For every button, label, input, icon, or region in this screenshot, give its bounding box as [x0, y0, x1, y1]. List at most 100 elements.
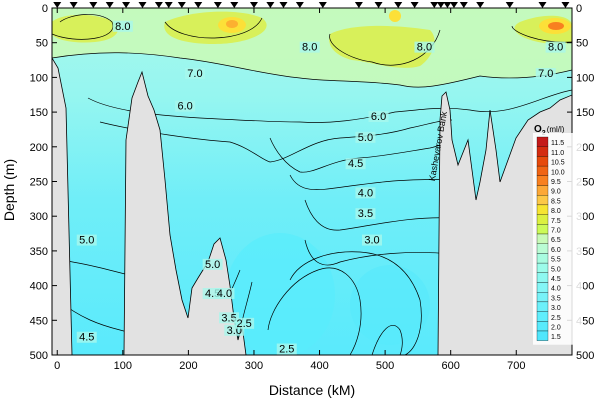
legend-bin: [536, 233, 549, 244]
legend-bin: [536, 243, 549, 254]
contour-label: 4.5: [348, 158, 363, 170]
contour-label-bg: [355, 187, 376, 199]
oxygen-9-core-center: [389, 10, 401, 22]
contour-label-bg: [175, 100, 196, 112]
legend-bin: [536, 136, 549, 147]
x-tick-label: 100: [114, 360, 132, 372]
legend-bin: [536, 301, 549, 312]
contour-label-bg: [202, 288, 223, 300]
station-marker: [436, 2, 445, 8]
station-marker: [476, 2, 485, 8]
contour-label: 5.0: [79, 235, 94, 247]
contour-label-bg: [545, 41, 566, 53]
legend-bin: [536, 204, 549, 215]
station-marker: [69, 2, 78, 8]
legend-bin: [536, 253, 549, 264]
contour-label: 8.0: [417, 42, 432, 54]
legend-bin: [536, 292, 549, 303]
y-tick-label: 500: [30, 350, 48, 362]
contour-label-bg: [184, 68, 205, 80]
legend-level-label: 6.0: [551, 247, 561, 254]
legend-level-label: 6.5: [551, 237, 561, 244]
contour-5-5: [99, 119, 453, 163]
y-tick-label: 50: [36, 38, 48, 50]
contour-4-5: [289, 174, 453, 190]
contour-3-0: [289, 251, 422, 355]
legend-level-label: 11.0: [551, 150, 564, 157]
station-marker: [194, 2, 203, 8]
legend-level-label: 9.5: [551, 179, 561, 186]
station-marker: [279, 2, 288, 8]
contour-label: 6.0: [371, 111, 386, 123]
station-marker: [459, 2, 468, 8]
legend-level-label: 8.5: [551, 198, 561, 205]
contour-label-bg: [214, 288, 235, 300]
contour-label: 8.0: [302, 42, 317, 54]
y-tick-label-right: 100: [576, 72, 594, 84]
contour-label: 3.5: [221, 312, 236, 324]
legend-bin: [536, 175, 549, 186]
y-tick-label: 0: [42, 3, 48, 15]
x-tick-label: 700: [507, 360, 525, 372]
contour-label-bg: [362, 234, 382, 246]
legend-level-label: 1.5: [551, 334, 561, 341]
legend-bin: [536, 214, 549, 225]
legend-level-label: 4.5: [551, 276, 561, 283]
station-marker: [266, 2, 275, 8]
legend-title-unit: (ml/l): [547, 125, 565, 134]
station-marker: [138, 2, 147, 8]
station-marker: [164, 2, 173, 8]
contour-label-bg: [76, 234, 97, 246]
contour-6-0: [87, 89, 572, 123]
y-tick-label: 250: [30, 177, 48, 189]
y-tick-label-right: 0: [576, 3, 582, 15]
contour-label-bg: [355, 131, 376, 143]
station-marker: [177, 2, 186, 8]
contour-label-bg: [276, 343, 297, 355]
station-marker: [249, 2, 258, 8]
legend-level-label: 2.0: [551, 325, 561, 332]
y-tick-label: 350: [30, 246, 48, 258]
contour-label: 3.0: [364, 235, 379, 247]
oxygen-10-core-right: [548, 22, 564, 30]
legend-level-label: 8.0: [551, 208, 561, 215]
legend: O2(ml/l) 11.511.010.510.09.59.08.58.07.5…: [533, 124, 583, 345]
contour-2-5: [267, 267, 362, 355]
station-marker: [449, 2, 458, 8]
station-marker: [410, 2, 419, 8]
plot-area: [52, 8, 572, 355]
contour-label-bg: [535, 68, 556, 80]
contour-label-bg: [345, 158, 366, 170]
legend-bin: [536, 262, 549, 273]
contour-label: 8.0: [115, 21, 130, 33]
contour-label: 5.0: [358, 132, 373, 144]
y-tick-label-right: 500: [576, 350, 594, 362]
contour-3-5: [304, 239, 453, 266]
x-tick-label: 0: [54, 360, 60, 372]
station-marker: [318, 2, 327, 8]
legend-bin: [536, 195, 549, 206]
station-marker: [105, 2, 114, 8]
station-marker: [354, 2, 363, 8]
contour-label-bg: [234, 317, 255, 329]
contour-label: 4.0: [217, 288, 232, 300]
station-marker: [430, 2, 439, 8]
oxygen-minimum-core-east: [350, 265, 430, 345]
legend-bin: [536, 185, 549, 196]
y-tick-label: 450: [30, 315, 48, 327]
legend-bin: [536, 321, 549, 332]
oxygen-8-patch-center: [329, 25, 435, 68]
station-marker: [295, 2, 304, 8]
contour-label-bg: [414, 41, 435, 53]
contour-label: 4.5: [79, 332, 94, 344]
oxygen-8-patch-left: [52, 14, 118, 43]
contour-label-bg: [224, 324, 245, 336]
legend-level-label: 10.5: [551, 160, 565, 167]
legend-level-label: 5.5: [551, 257, 561, 264]
contour-4-0: [304, 199, 453, 231]
legend-level-label: 2.5: [551, 315, 561, 322]
legend-level-label: 11.5: [551, 140, 564, 147]
station-marker: [443, 2, 452, 8]
legend-bin: [536, 165, 549, 176]
